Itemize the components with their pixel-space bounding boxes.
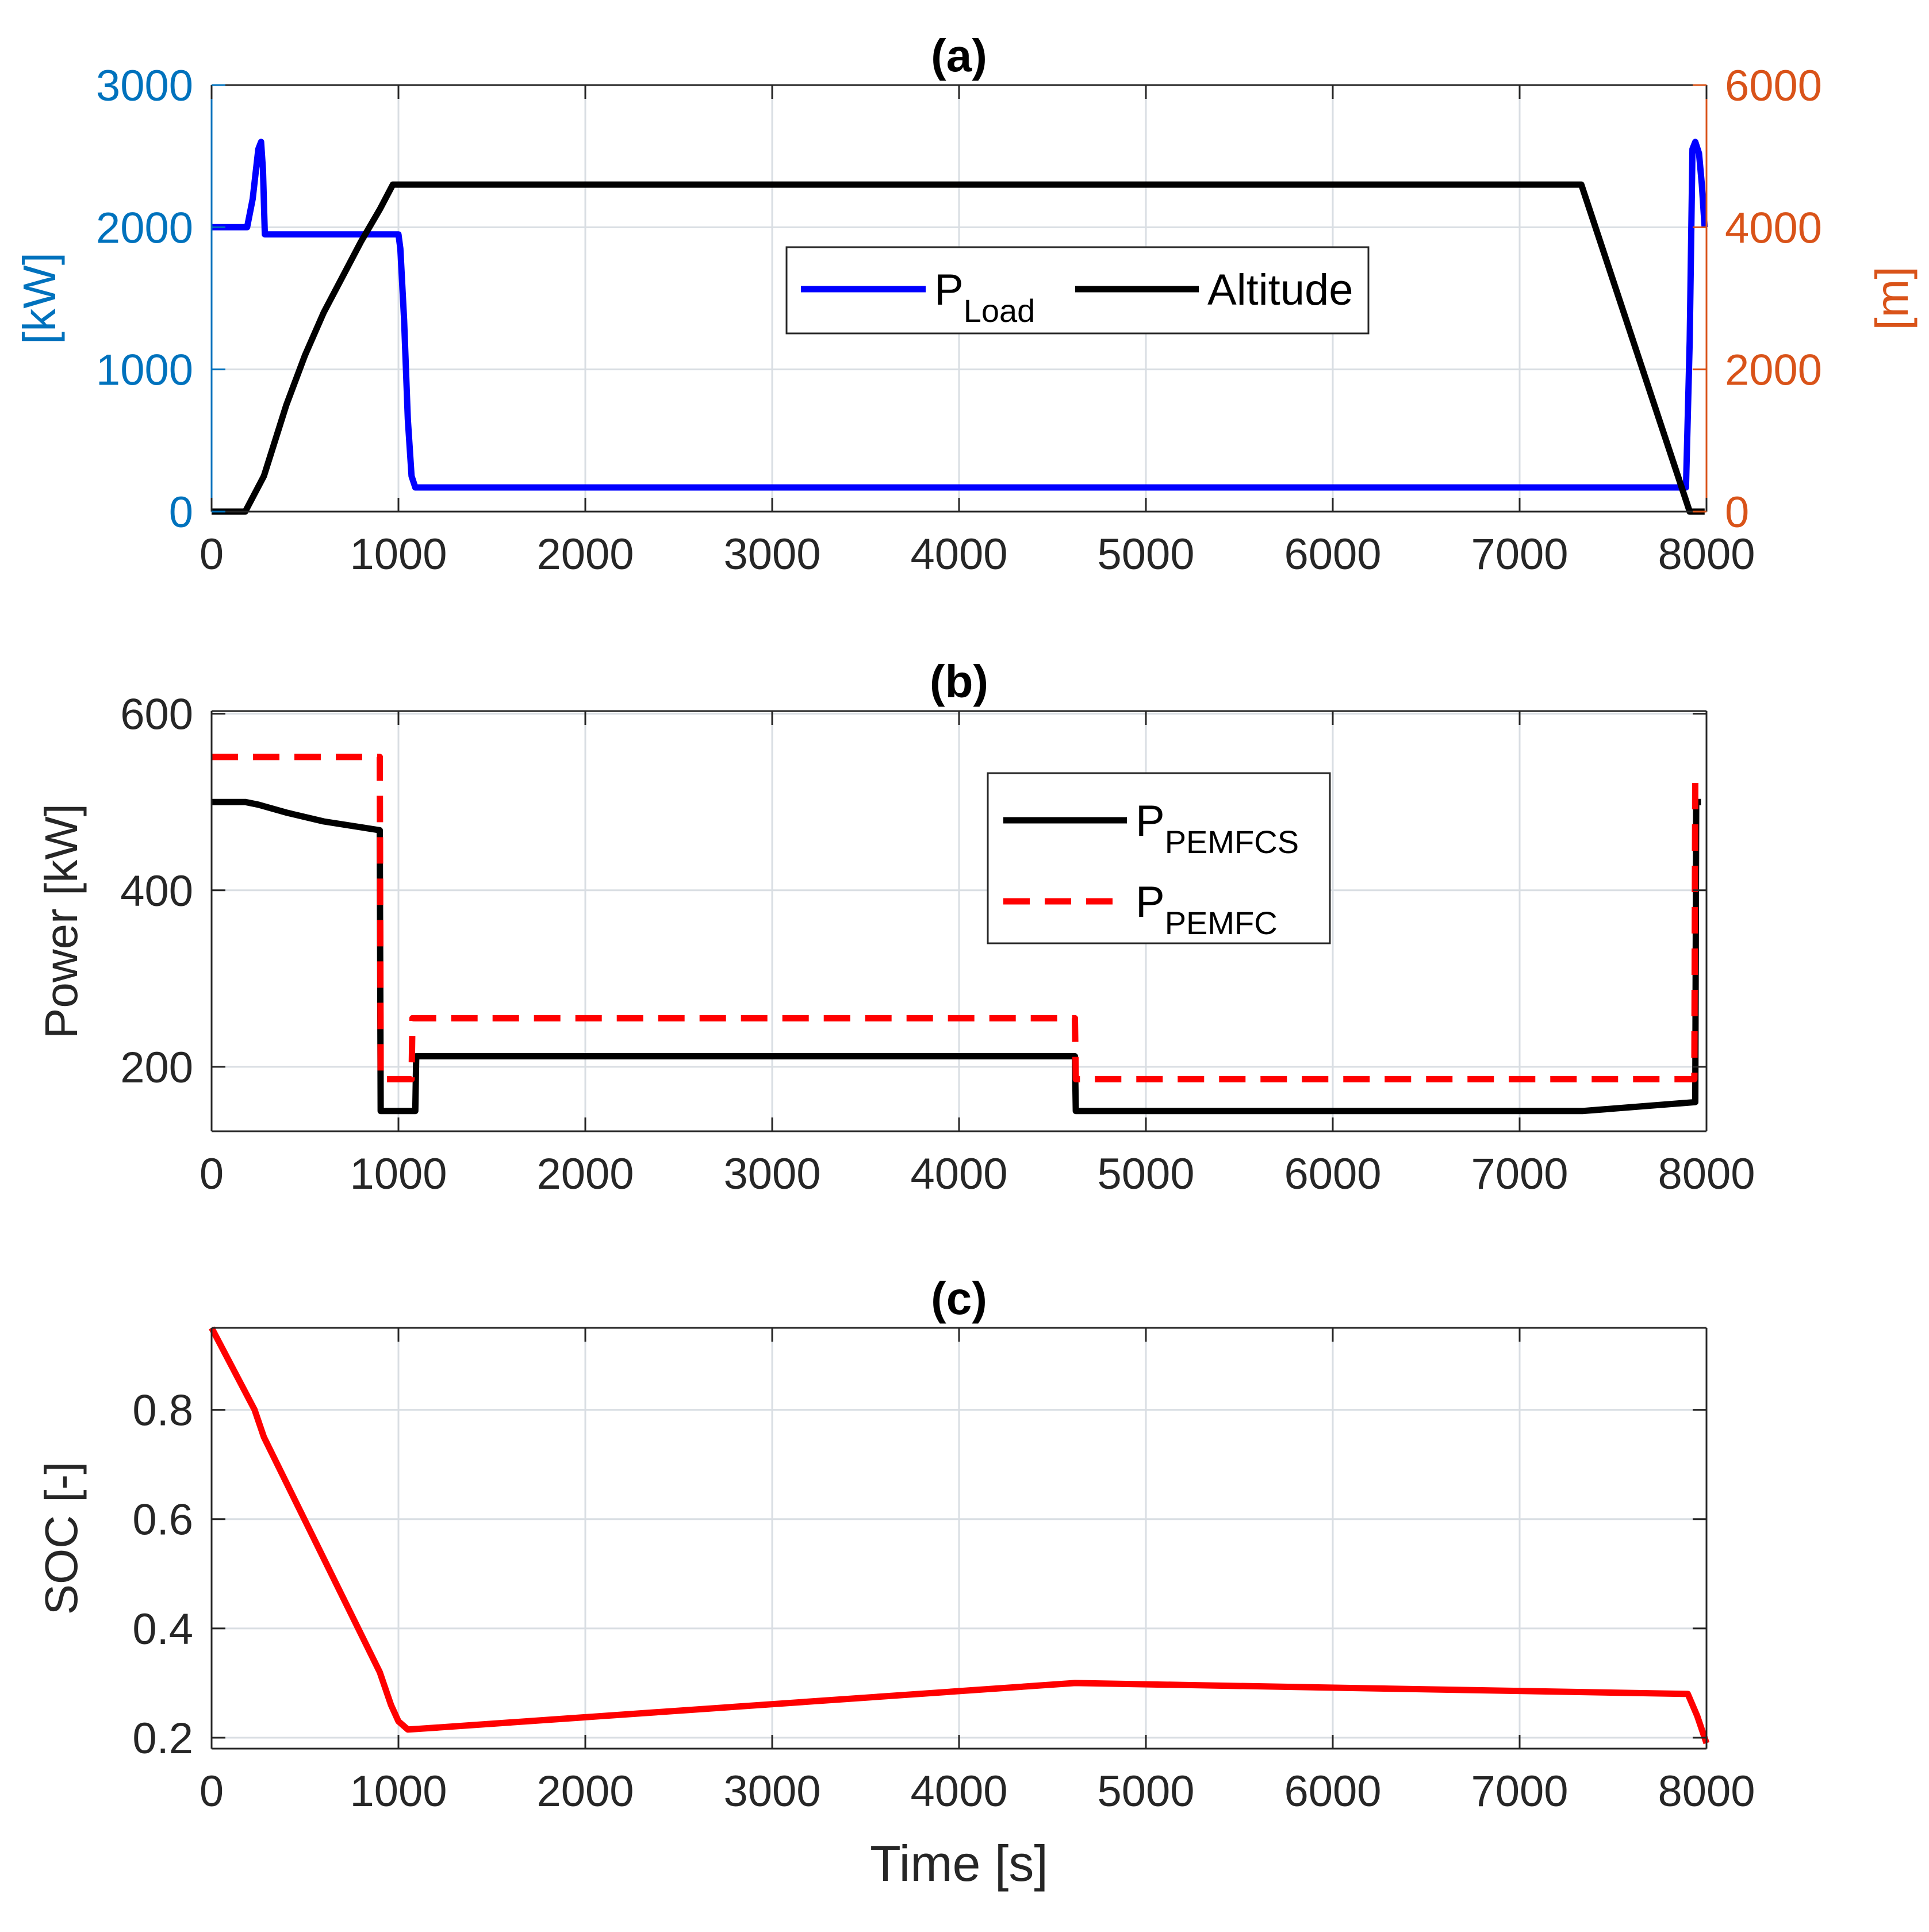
legend-label-main: P	[1136, 878, 1165, 927]
y-tick-label: 1000	[96, 346, 193, 395]
x-tick-label: 7000	[1471, 1150, 1568, 1199]
x-tick-label: 4000	[910, 1767, 1007, 1816]
y-axis-label: [kW]	[14, 252, 65, 344]
x-tick-label: 5000	[1097, 1150, 1194, 1199]
x-tick-label: 6000	[1284, 530, 1381, 579]
y-tick-label: 400	[120, 867, 193, 916]
x-tick-label: 0	[200, 530, 224, 579]
legend-label-load: PLoad	[934, 266, 1035, 329]
right-tick-label: 2000	[1725, 346, 1822, 395]
x-tick-label: 5000	[1097, 530, 1194, 579]
legend-label-sub: PEMFCS	[1165, 824, 1299, 860]
legend: PLoad Altitude	[785, 246, 1370, 335]
x-tick-label: 6000	[1284, 1150, 1381, 1199]
x-tick-label: 5000	[1097, 1767, 1194, 1816]
x-tick-label: 8000	[1658, 1767, 1755, 1816]
y-axis-label: Power [kW]	[36, 804, 87, 1039]
y-axis-label-right: [m]	[1866, 266, 1918, 330]
x-tick-label: 4000	[910, 530, 1007, 579]
x-tick-label: 3000	[723, 530, 820, 579]
y-axis-label: SOC [-]	[36, 1462, 87, 1615]
x-axis-label: Time [s]	[870, 1835, 1048, 1892]
series-line-altitude	[212, 181, 1705, 515]
x-tick-label: 1000	[350, 1767, 447, 1816]
x-tick-label: 8000	[1658, 1150, 1755, 1199]
x-tick-label: 7000	[1471, 1767, 1568, 1816]
x-tick-label: 3000	[723, 1767, 820, 1816]
y-tick-label: 0.6	[132, 1496, 193, 1545]
y-tick-label: 0.8	[132, 1386, 193, 1435]
legend-label-sub: PEMFC	[1165, 905, 1278, 941]
legend-box	[987, 772, 1331, 944]
y-tick-label: 0.4	[132, 1605, 193, 1654]
right-tick-label: 0	[1725, 488, 1749, 537]
panel-a: 0 1000 2000 3000 4000 5000 6000 7000 80000100020…	[14, 30, 1918, 579]
series-line-pemfcs	[212, 798, 1701, 1115]
x-tick-label: 7000	[1471, 530, 1568, 579]
series-line-load	[212, 139, 1708, 491]
legend-label-main: P	[934, 266, 964, 314]
x-tick-label: 2000	[536, 1150, 634, 1199]
series-line-soc	[209, 1326, 1710, 1745]
legend-label-pemfcs: PPEMFCS	[1136, 797, 1299, 860]
x-tick-label: 2000	[536, 1767, 634, 1816]
x-tick-label: 3000	[723, 1150, 820, 1199]
y-tick-label: 0.2	[132, 1714, 193, 1763]
x-tick-label: 1000	[350, 1150, 447, 1199]
y-tick-label: 3000	[96, 62, 193, 110]
panel-title: (a)	[931, 30, 987, 81]
x-tick-label: 6000	[1284, 1767, 1381, 1816]
panel-b: 0 1000 2000 3000 4000 5000 6000 7000 8000 200 400 6…	[36, 656, 1755, 1199]
panel-c: 0 1000 2000 3000 4000 5000 6000 7000 8000 0.2 0.4 0…	[36, 1273, 1755, 1892]
x-tick-label: 1000	[350, 530, 447, 579]
x-tick-label: 0	[200, 1767, 224, 1816]
right-tick-label: 4000	[1725, 203, 1822, 252]
right-tick-label: 6000	[1725, 62, 1822, 110]
panel-title: (b)	[930, 656, 988, 707]
legend-label-pemfc: PPEMFC	[1136, 878, 1278, 941]
x-tick-label: 8000	[1658, 530, 1755, 579]
legend-label-altitude: Altitude	[1207, 266, 1353, 314]
panel-title: (c)	[931, 1273, 987, 1324]
series-line-pemfc	[212, 754, 1698, 1082]
y-tick-label: 0	[169, 488, 193, 537]
x-tick-label: 4000	[910, 1150, 1007, 1199]
legend-label-sub: Load	[964, 293, 1036, 329]
x-tick-label: 2000	[536, 530, 634, 579]
y-tick-label: 200	[120, 1043, 193, 1092]
legend-label-main: P	[1136, 797, 1165, 846]
y-tick-label: 600	[120, 690, 193, 739]
x-tick-label: 0	[200, 1150, 224, 1199]
y-tick-label: 2000	[96, 203, 193, 252]
